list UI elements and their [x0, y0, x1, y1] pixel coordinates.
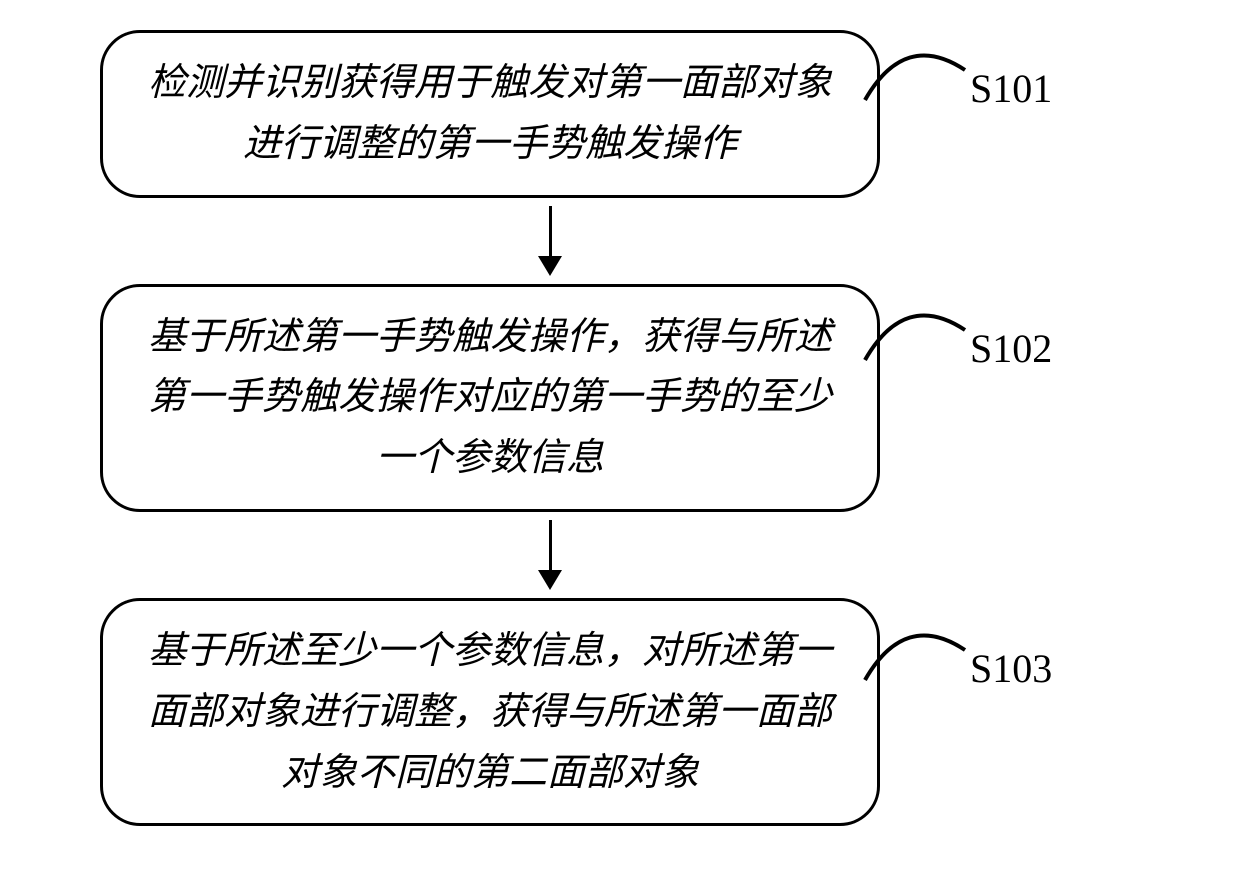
step-line: 第一手势触发操作对应的第一手势的至少	[133, 367, 847, 428]
arrow-connector	[100, 206, 1000, 276]
step-line: 基于所述至少一个参数信息，对所述第一	[133, 621, 847, 682]
step-label-s103: S103	[970, 645, 1052, 692]
step-label-s102: S102	[970, 325, 1052, 372]
step-line: 面部对象进行调整，获得与所述第一面部	[133, 682, 847, 743]
step-line: 进行调整的第一手势触发操作	[133, 114, 847, 175]
flow-step-s102: 基于所述第一手势触发操作，获得与所述 第一手势触发操作对应的第一手势的至少 一个…	[100, 284, 880, 512]
arc-connector-icon	[855, 20, 985, 120]
arrow-head-icon	[538, 570, 562, 590]
arrow-line	[549, 206, 552, 256]
arrow-head-icon	[538, 256, 562, 276]
flowchart-container: 检测并识别获得用于触发对第一面部对象 进行调整的第一手势触发操作 基于所述第一手…	[100, 30, 1000, 826]
arrow-connector	[100, 520, 1000, 590]
step-line: 对象不同的第二面部对象	[133, 743, 847, 804]
step-label-s101: S101	[970, 65, 1052, 112]
step-line: 一个参数信息	[133, 428, 847, 489]
arrow-line	[549, 520, 552, 570]
step-line: 基于所述第一手势触发操作，获得与所述	[133, 307, 847, 368]
step-line: 检测并识别获得用于触发对第一面部对象	[133, 53, 847, 114]
arc-connector-icon	[855, 600, 985, 700]
flow-step-s103: 基于所述至少一个参数信息，对所述第一 面部对象进行调整，获得与所述第一面部 对象…	[100, 598, 880, 826]
flow-step-s101: 检测并识别获得用于触发对第一面部对象 进行调整的第一手势触发操作	[100, 30, 880, 198]
arc-connector-icon	[855, 280, 985, 380]
